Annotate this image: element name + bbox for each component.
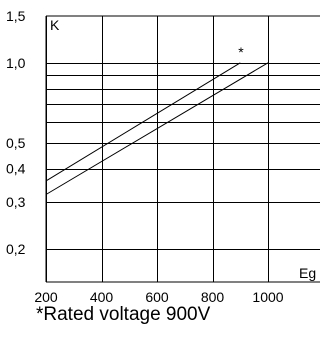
y-tick-label: 0,4	[6, 161, 26, 177]
x-axis-label: Eg	[299, 265, 316, 281]
y-tick-label: 1,0	[6, 55, 26, 71]
x-tick-label: 800	[201, 289, 225, 305]
x-tick-label: 200	[34, 289, 58, 305]
x-tick-label: 600	[145, 289, 169, 305]
series-line-2	[45, 62, 269, 195]
y-tick-label: 0,2	[6, 241, 26, 257]
y-tick-label: 0,3	[6, 194, 26, 210]
x-tick-label: 1000	[252, 289, 283, 305]
y-tick-label: 0,5	[6, 135, 26, 151]
series-line-1	[45, 62, 241, 182]
y-tick-label: 1,5	[6, 8, 26, 24]
series-lines	[45, 62, 269, 195]
grid	[45, 15, 320, 283]
footnote: *Rated voltage 900V	[36, 304, 211, 325]
labels: 0,2 0,3 0,4 0,5 1,0 1,5 200 400 600 800 1000 K Eg *	[6, 8, 316, 305]
annotation-asterisk: *	[238, 44, 244, 60]
y-axis-label: K	[50, 17, 60, 33]
x-tick-label: 400	[90, 289, 114, 305]
